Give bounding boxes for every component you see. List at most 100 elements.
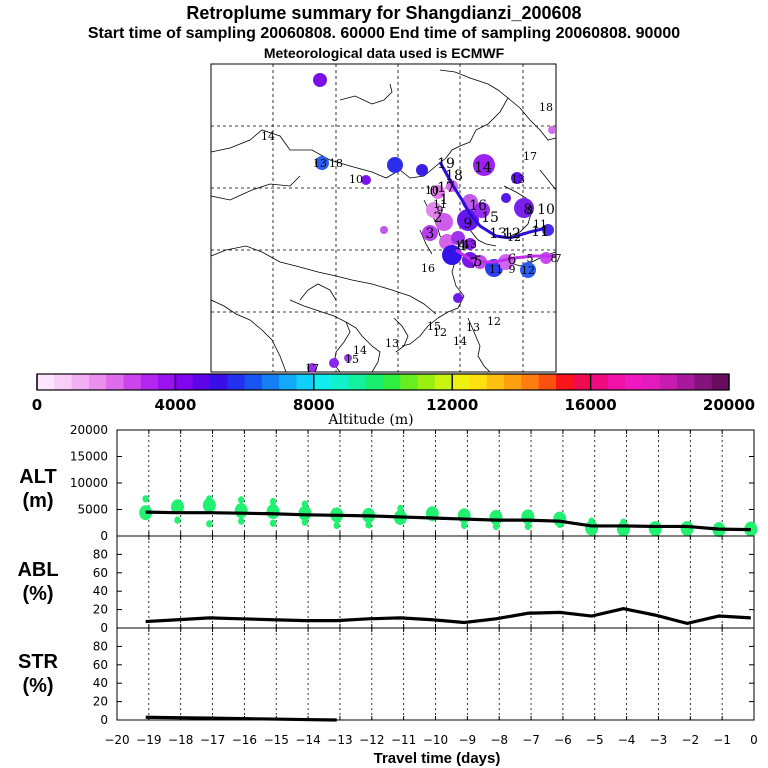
colorbar-swatch	[417, 374, 436, 390]
xtick-label: −12	[359, 733, 384, 747]
hour-label: 14	[453, 335, 467, 348]
hour-label: 6	[508, 252, 517, 268]
hour-label: 3	[426, 226, 435, 242]
plume-point	[269, 519, 277, 527]
hour-label: 13	[489, 226, 507, 242]
hour-label: 8	[527, 204, 534, 217]
panel-unit: (m)	[22, 490, 53, 512]
plume-point	[269, 497, 277, 506]
ytick-label: 20000	[70, 423, 108, 437]
hour-label: 15	[345, 353, 359, 366]
plume-point	[238, 517, 245, 525]
colorbar-swatch	[694, 374, 713, 390]
plume-point	[202, 497, 216, 513]
colorbar-swatch	[504, 374, 522, 390]
centroid-track-secondary	[455, 248, 556, 264]
xtick-label: −17	[200, 733, 225, 747]
panel-label: ALT	[19, 466, 56, 488]
colorbar-tick-label: 4000	[155, 396, 197, 414]
hour-label: 10	[537, 202, 555, 218]
ytick-label: 60	[93, 658, 108, 672]
colorbar-swatch	[88, 374, 107, 390]
plume-marker	[387, 157, 403, 173]
x-axis-label: Travel time (days)	[374, 750, 501, 767]
ytick-label: 0	[100, 713, 108, 727]
plume-point	[521, 509, 535, 525]
colorbar-swatch	[192, 374, 211, 390]
panel-label: STR	[18, 651, 59, 673]
hour-label: 12	[487, 315, 501, 328]
plume-point	[206, 520, 213, 528]
plume-point	[489, 509, 503, 525]
colorbar-swatch	[590, 374, 609, 390]
colorbar-swatch	[37, 374, 55, 390]
hour-label: 11	[531, 224, 549, 240]
plume-point	[648, 521, 662, 537]
colorbar-swatch	[711, 374, 730, 390]
hour-label: 9	[464, 216, 473, 232]
plume-marker	[313, 73, 327, 87]
hour-label: 11	[489, 263, 503, 276]
hour-label: 12	[507, 231, 521, 244]
colorbar-tick-label: 16000	[565, 396, 617, 414]
plume-marker	[431, 185, 445, 199]
hour-label: 18	[539, 101, 553, 114]
plume-point	[206, 495, 213, 503]
plume-point	[492, 522, 500, 531]
colorbar-tick-label: 12000	[426, 396, 478, 414]
colorbar-tick-label: 8000	[293, 396, 335, 414]
hour-label: 11	[433, 198, 447, 211]
hour-label: 5	[527, 252, 534, 265]
colorbar-swatch	[642, 374, 661, 390]
colorbar-swatch	[106, 374, 124, 390]
sampling-time-line: Start time of sampling 20060808. 60000 E…	[87, 25, 681, 42]
plume-point	[301, 518, 309, 526]
hour-label: 10	[425, 184, 439, 197]
hour-label: 13	[463, 238, 477, 251]
xtick-label: −18	[168, 733, 193, 747]
colorbar-swatch	[158, 374, 176, 390]
colorbar-swatch	[261, 374, 280, 390]
hour-label: 14	[261, 130, 275, 143]
panel-alt: 20000 15000 10000 5000 0 ALT(m)	[19, 423, 758, 543]
xtick-label: −19	[136, 733, 161, 747]
colorbar-swatch	[538, 374, 557, 390]
plume-point	[171, 499, 185, 515]
plume-marker	[457, 209, 479, 231]
colorbar-swatch	[313, 374, 332, 390]
colorbar-swatch	[625, 374, 643, 390]
xtick-label: −9	[458, 733, 476, 747]
colorbar-swatch	[556, 374, 574, 390]
plume-point	[397, 504, 404, 513]
plume-marker	[422, 225, 438, 241]
hour-label: 16	[455, 239, 469, 252]
centroid-track	[438, 161, 547, 240]
xtick-label: −14	[295, 733, 320, 747]
hour-label: 14	[353, 344, 367, 357]
plume-marker	[416, 164, 428, 176]
altitude-colorbar: 0 4000 8000 12000 16000 20000	[32, 373, 755, 414]
colorbar-swatch	[244, 374, 263, 390]
ytick-label: 0	[100, 529, 108, 543]
plume-point	[333, 521, 340, 530]
plume-marker	[514, 198, 534, 218]
plume-marker	[474, 202, 490, 218]
plume-point	[460, 521, 468, 530]
xtick-label: −20	[104, 733, 129, 747]
xtick-label: −1	[713, 733, 731, 747]
plume-point	[142, 495, 149, 503]
time-series-panels: 20000150001000050000ALT(m)806040200ABL(%…	[17, 423, 757, 767]
xtick-label: −2	[681, 733, 699, 747]
hour-label: 8	[524, 202, 533, 218]
hour-label: 11	[533, 218, 547, 231]
hour-label: 5	[474, 254, 483, 270]
ytick-label: 80	[93, 639, 108, 653]
hour-label: 13	[313, 157, 327, 170]
plume-marker	[344, 354, 352, 362]
colorbar-swatch	[469, 374, 488, 390]
plume-marker	[453, 293, 463, 303]
hour-label: 18	[445, 168, 463, 184]
hour-label: 13	[511, 173, 525, 186]
